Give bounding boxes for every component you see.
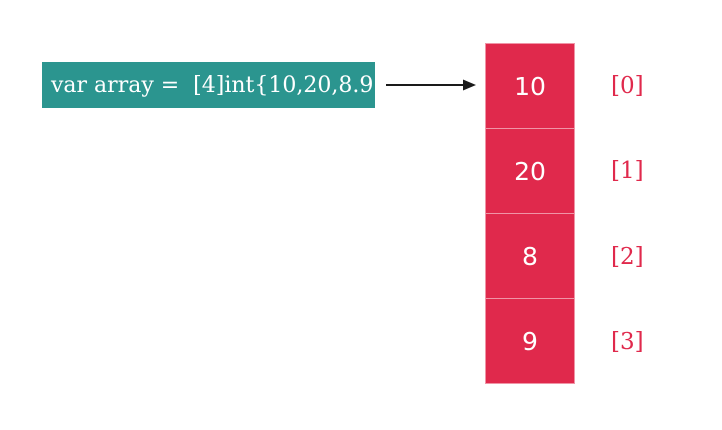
array-cell-2: 8: [485, 213, 575, 299]
index-labels-column: [0] [1] [2] [3]: [611, 43, 644, 385]
array-cell-0: 10: [485, 43, 575, 129]
array-cell-1: 20: [485, 128, 575, 214]
declaration-code-box: var array = [4]int{10,20,8.9}: [42, 62, 387, 108]
cell-value: 20: [514, 156, 546, 186]
index-label-0: [0]: [611, 72, 644, 99]
cell-value: 8: [522, 241, 538, 271]
array-cell-3: 9: [485, 298, 575, 384]
cell-value: 9: [522, 326, 538, 356]
pointer-arrow-icon: [386, 79, 476, 91]
index-label-2: [2]: [611, 243, 644, 270]
cell-value: 10: [514, 71, 546, 101]
index-label-1: [1]: [611, 158, 644, 185]
index-label-3: [3]: [611, 329, 644, 356]
array-cells-column: 10 20 8 9: [485, 43, 575, 384]
declaration-code: var array = [4]int{10,20,8.9}: [51, 72, 388, 98]
